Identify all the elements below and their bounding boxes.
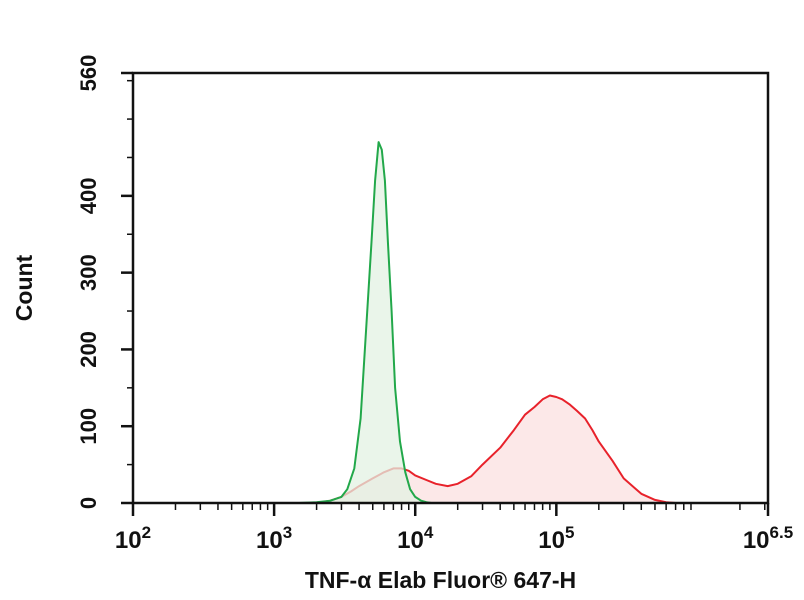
y-axis-label: Count	[11, 254, 37, 321]
plot-frame	[131, 71, 770, 505]
x-tick-label: 102	[115, 523, 151, 554]
x-axis: 102 103 104 105 106.5	[115, 503, 793, 554]
x-axis-label: TNF-α Elab Fluor® 647-H	[305, 567, 576, 593]
x-tick-label: 104	[397, 523, 434, 554]
y-tick-label: 300	[76, 254, 101, 291]
series-0-line	[298, 141, 432, 504]
y-axis: 0 100 200 300 400 560	[76, 55, 133, 509]
y-tick-label: 100	[76, 408, 101, 445]
series-0-area	[299, 142, 432, 503]
plot-area	[298, 141, 676, 504]
x-tick-label: 103	[256, 523, 292, 554]
y-tick-label: 560	[76, 55, 101, 92]
x-tick-label: 106.5	[743, 523, 793, 554]
y-tick-label: 400	[76, 177, 101, 214]
y-tick-label: 200	[76, 331, 101, 368]
y-tick-label: 0	[76, 497, 101, 509]
x-tick-label: 105	[538, 523, 574, 554]
